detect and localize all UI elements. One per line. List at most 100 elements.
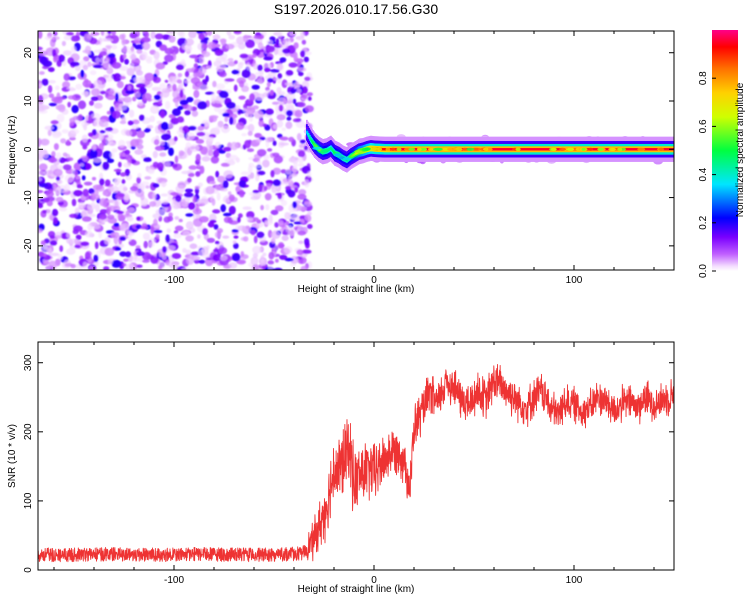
ridge-segment — [528, 148, 530, 151]
noise-blob — [62, 50, 72, 56]
ridge-segment — [652, 148, 654, 151]
noise-blob — [43, 197, 50, 203]
noise-blob — [139, 226, 149, 230]
noise-blob — [66, 86, 75, 90]
noise-blob — [90, 32, 100, 36]
noise-blob — [125, 130, 133, 137]
noise-blob — [38, 103, 47, 112]
noise-blob — [265, 137, 274, 143]
noise-blob — [106, 158, 115, 164]
noise-blob — [172, 108, 181, 116]
noise-blob — [210, 180, 216, 185]
noise-blob — [80, 69, 85, 78]
noise-blob — [38, 170, 45, 176]
ridge-segment — [494, 148, 496, 151]
noise-blob — [152, 183, 160, 188]
noise-blob — [160, 122, 169, 131]
noise-blob — [272, 140, 277, 146]
noise-blob — [153, 229, 163, 234]
y-tick-label: 0 — [23, 146, 34, 152]
ridge-segment — [523, 148, 525, 151]
noise-blob — [252, 252, 258, 258]
ridge-segment — [511, 148, 513, 151]
noise-blob — [140, 37, 151, 43]
ridge-segment — [593, 148, 595, 151]
noise-blob — [166, 31, 176, 34]
ridge-peak — [385, 147, 391, 151]
noise-blob — [228, 194, 235, 202]
noise-blob — [197, 101, 208, 110]
noise-blob — [105, 74, 114, 82]
ridge-segment — [540, 148, 542, 151]
ridge-segment — [526, 148, 528, 151]
noise-blob — [199, 198, 209, 205]
noise-blob — [92, 64, 103, 69]
ridge-segment — [352, 154, 354, 157]
noise-blob — [253, 35, 264, 40]
noise-blob — [200, 146, 208, 155]
noise-blob — [160, 181, 167, 187]
noise-blob — [80, 241, 90, 247]
noise-blob — [263, 186, 268, 191]
noise-blob — [257, 149, 267, 157]
noise-blob — [227, 61, 236, 67]
noise-blob — [86, 203, 96, 210]
noise-blob — [174, 216, 180, 220]
ridge-segment — [666, 148, 668, 151]
noise-blob — [123, 258, 129, 262]
noise-blob — [106, 208, 111, 216]
noise-blob — [139, 76, 146, 84]
noise-blob — [66, 232, 71, 238]
noise-blob — [292, 201, 298, 209]
noise-blob — [62, 81, 71, 89]
noise-blob — [155, 62, 166, 70]
noise-blob — [245, 216, 254, 222]
ridge-peak — [428, 147, 434, 151]
noise-blob — [287, 175, 292, 184]
ridge-peak — [617, 147, 623, 151]
noise-blob — [62, 152, 68, 157]
noise-blob — [124, 194, 130, 203]
ridge-segment — [648, 148, 650, 151]
noise-blob — [111, 62, 122, 69]
ridge-segment — [306, 131, 308, 134]
noise-blob — [162, 246, 167, 253]
ridge-segment — [534, 148, 536, 151]
noise-blob — [152, 150, 158, 159]
noise-blob — [168, 35, 176, 43]
noise-blob — [276, 86, 282, 94]
noise-blob — [169, 192, 179, 196]
noise-blob — [265, 108, 274, 116]
noise-blob — [279, 57, 287, 63]
noise-blob — [304, 105, 314, 113]
ridge-peak — [440, 147, 449, 151]
ridge-segment — [558, 148, 560, 151]
ridge-peak — [515, 147, 521, 151]
noise-blob — [222, 235, 230, 239]
noise-blob — [39, 71, 45, 75]
noise-blob — [61, 40, 66, 47]
noise-blob — [92, 157, 102, 163]
noise-blob — [223, 216, 232, 224]
noise-blob — [126, 216, 134, 222]
noise-blob — [159, 44, 168, 51]
ridge-segment — [527, 148, 529, 151]
ridge-segment — [636, 148, 638, 151]
ridge-peak — [466, 147, 475, 151]
noise-blob — [256, 78, 263, 84]
ridge-peak — [408, 147, 416, 151]
noise-blob — [209, 115, 219, 119]
ridge-segment — [541, 148, 543, 151]
noise-blob — [218, 247, 228, 255]
noise-blob — [104, 237, 111, 245]
noise-blob — [231, 69, 240, 75]
noise-blob — [195, 138, 205, 144]
noise-blob — [99, 178, 105, 186]
ridge-segment — [525, 148, 527, 151]
noise-blob — [80, 211, 87, 217]
noise-blob — [99, 51, 108, 56]
noise-blob — [207, 31, 213, 36]
noise-blob — [50, 120, 59, 125]
noise-blob — [129, 32, 138, 39]
noise-blob — [167, 123, 174, 129]
